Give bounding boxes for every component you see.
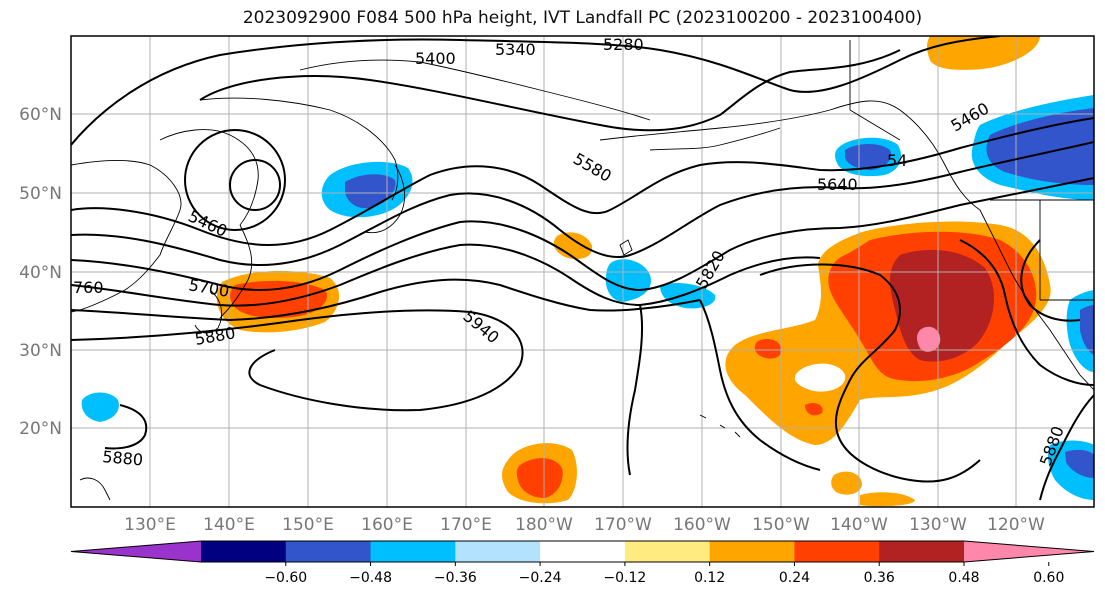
colorbar-segment	[370, 541, 456, 562]
contour-label-5400: 5400	[415, 49, 456, 68]
contour-label-5280: 5280	[603, 35, 644, 54]
contour-label-5340: 5340	[495, 40, 536, 59]
height-contours	[71, 36, 1094, 501]
contour-label-5640: 5640	[817, 175, 858, 194]
colorbar-tick-label: −0.36	[434, 570, 477, 586]
lat-label-50n: 50°N	[19, 184, 62, 204]
contour-label-5880-southwest: 5880	[102, 447, 144, 469]
colorbar-tick-label: −0.24	[519, 570, 562, 586]
colorbar-segment	[879, 541, 965, 562]
colorbar-tick-label: 0.60	[1033, 570, 1064, 586]
lon-label: 130°W	[909, 515, 967, 535]
lon-label: 140°E	[203, 515, 255, 535]
lat-label-40n: 40°N	[19, 263, 62, 283]
colorbar-segment	[201, 541, 287, 562]
colorbar-outline	[70, 540, 1095, 563]
colorbar-tick-label: 0.12	[694, 570, 725, 586]
lon-label: 150°E	[282, 515, 334, 535]
colorbar-segment	[540, 541, 626, 562]
colorbar-extend-high	[964, 541, 1094, 562]
colorbar-tick-label: −0.60	[264, 570, 307, 586]
negative-ivt-anomalies	[81, 95, 1094, 500]
lon-label: 130°E	[124, 515, 176, 535]
lon-label: 170°E	[440, 515, 492, 535]
coastlines	[71, 40, 1094, 501]
colorbar-segment	[455, 541, 541, 562]
colorbar-segment	[624, 541, 711, 562]
lat-label-60n: 60°N	[19, 105, 62, 125]
colorbar-segment	[285, 541, 372, 562]
lon-label: 140°W	[830, 515, 888, 535]
lon-label: 160°E	[361, 515, 413, 535]
lon-label: 170°W	[594, 515, 652, 535]
colorbar-tick-label: −0.12	[603, 570, 646, 586]
lon-label: 160°W	[673, 515, 731, 535]
colorbar-segment	[794, 541, 880, 562]
colorbar-tick-label: 0.36	[864, 570, 895, 586]
colorbar-extend-low	[71, 541, 201, 562]
colorbar-tick-label: 0.48	[948, 570, 979, 586]
lat-label-20n: 20°N	[19, 419, 62, 439]
lon-label: 150°W	[752, 515, 810, 535]
lon-label: 180°W	[515, 515, 573, 535]
contour-label-54: 54	[887, 151, 907, 170]
map-title: 2023092900 F084 500 hPa height, IVT Land…	[242, 8, 923, 28]
colorbar-segment	[709, 541, 795, 562]
positive-ivt-anomalies	[216, 36, 1051, 507]
colorbar-tick-label: −0.48	[349, 570, 392, 586]
contour-label-760: 760	[73, 278, 104, 297]
lon-label: 120°W	[987, 515, 1045, 535]
colorbar-tick-label: 0.24	[779, 570, 810, 586]
latitude-labels: 60°N 50°N 40°N 30°N 20°N	[19, 105, 62, 439]
colorbar: −0.60 −0.48 −0.36 −0.24 −0.12 0.12 0.24 0.36 0.4…	[70, 540, 1095, 586]
lat-label-30n: 30°N	[19, 341, 62, 361]
lat-lon-grid	[71, 36, 1094, 507]
longitude-labels: 130°E 140°E 150°E 160°E 170°E 180°W 170°…	[124, 515, 1045, 535]
